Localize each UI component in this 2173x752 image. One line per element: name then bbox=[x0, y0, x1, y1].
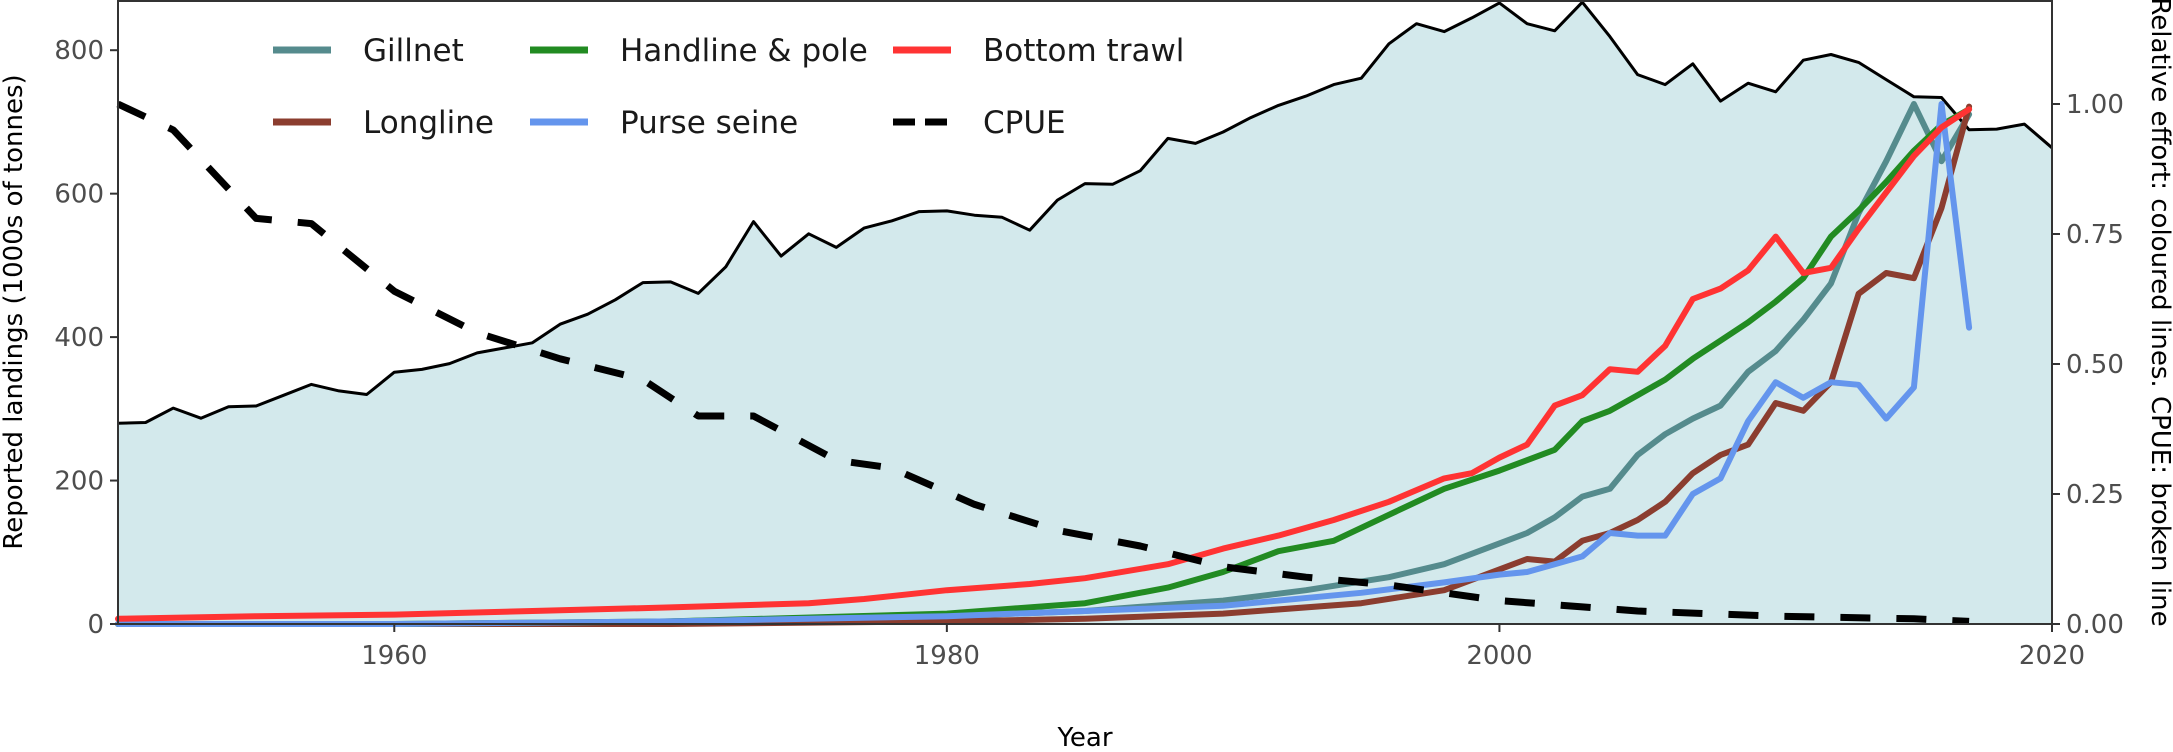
x-tick-label: 1980 bbox=[914, 641, 980, 671]
landings-area bbox=[118, 2, 2052, 624]
right-y-tick-label: 0.00 bbox=[2066, 610, 2124, 640]
series-lines-layer bbox=[115, 100, 1973, 627]
series-line-cpue bbox=[116, 100, 1970, 625]
left-y-tick-label: 800 bbox=[54, 36, 104, 66]
legend-label-bottom-trawl: Bottom trawl bbox=[983, 33, 1184, 69]
legend-label-gillnet: Gillnet bbox=[363, 33, 464, 69]
legend-label-cpue: CPUE bbox=[983, 105, 1066, 141]
right-y-tick-label: 0.75 bbox=[2066, 220, 2124, 250]
legend-label-handline-pole: Handline & pole bbox=[620, 33, 868, 69]
left-y-tick-label: 600 bbox=[54, 180, 104, 210]
area-layer bbox=[117, 0, 2053, 624]
right-y-tick-label: 1.00 bbox=[2066, 90, 2124, 120]
series-line-handline-pole bbox=[115, 106, 1973, 627]
x-tick-label: 1960 bbox=[361, 641, 427, 671]
legend: Gillnet Longline Handline & pole Purse sein… bbox=[273, 33, 1184, 141]
x-axis-title: Year bbox=[1056, 723, 1112, 752]
right-y-tick-label: 0.25 bbox=[2066, 480, 2124, 510]
left-y-tick-label: 200 bbox=[54, 467, 104, 497]
right-y-tick-label: 0.50 bbox=[2066, 350, 2124, 380]
series-line-purse-seine bbox=[115, 101, 1973, 627]
series-line-longline bbox=[115, 103, 1973, 627]
landings-line bbox=[117, 0, 2053, 425]
series-line-bottom-trawl bbox=[115, 106, 1973, 622]
x-tick-label: 2000 bbox=[1466, 641, 1532, 671]
legend-label-longline: Longline bbox=[363, 105, 494, 141]
right-y-axis-title: Relative effort: coloured lines. CPUE: b… bbox=[2145, 0, 2173, 627]
left-y-axis-title: Reported landings (1000s of tonnes) bbox=[0, 74, 29, 549]
left-y-tick-label: 400 bbox=[54, 323, 104, 353]
left-y-tick-label: 0 bbox=[87, 610, 104, 640]
panel-border bbox=[117, 0, 2053, 625]
legend-label-purse-seine: Purse seine bbox=[620, 105, 798, 141]
x-tick-label: 2020 bbox=[2019, 641, 2085, 671]
